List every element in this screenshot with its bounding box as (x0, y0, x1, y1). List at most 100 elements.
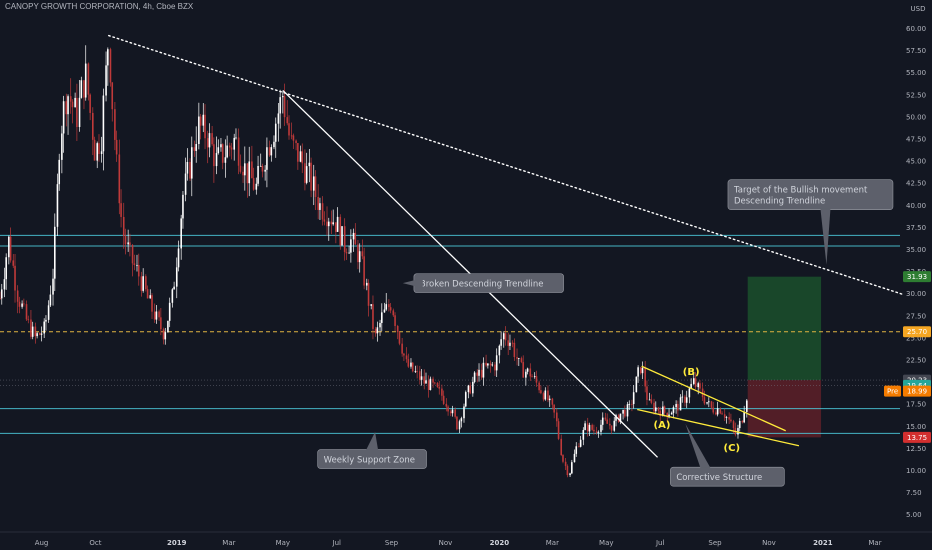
candle-body (5, 257, 7, 280)
candle-body (429, 378, 432, 390)
candle-body (703, 397, 706, 404)
candle-body (427, 380, 430, 390)
candle-body (383, 309, 386, 313)
candle-body (350, 239, 352, 253)
x-tick-label: Sep (708, 539, 722, 547)
candle-body (504, 333, 507, 341)
candle-body (708, 401, 710, 403)
candle-body (730, 419, 732, 422)
callout-box: Corrective Structure (670, 466, 785, 487)
candle-body (335, 222, 337, 232)
candle-body (407, 359, 410, 367)
candle-body (221, 144, 224, 163)
candle-body (122, 216, 125, 236)
price-tag-label: 18.99 (907, 388, 927, 396)
candle-body (343, 226, 346, 252)
candle-body (557, 421, 560, 439)
candle-body (684, 396, 686, 403)
candle-body (327, 221, 330, 227)
candle-body (672, 407, 675, 413)
candle-body (160, 317, 162, 330)
candle-body (469, 385, 471, 394)
candle-body (215, 153, 218, 167)
candle-body (363, 256, 365, 286)
candle-body (425, 380, 427, 384)
candle-body (685, 397, 688, 403)
candle-body (339, 216, 342, 246)
candle-body (716, 408, 719, 415)
y-tick-label: 12.50 (906, 445, 926, 453)
candle-body (411, 362, 414, 372)
dotted-descending-trendline (108, 34, 929, 304)
candle-body (314, 176, 317, 197)
candle-body (498, 345, 501, 356)
candle-body (199, 116, 202, 126)
candle-body (677, 404, 679, 411)
callout-text: Broken Descending Trendline (420, 280, 544, 290)
pre-market-tag (884, 385, 901, 397)
candle-body (21, 303, 23, 307)
candle-body (489, 363, 492, 366)
candle-body (423, 376, 426, 384)
candle-body (133, 263, 136, 266)
candle-body (367, 282, 370, 306)
candle-body (522, 362, 525, 378)
candle-body (635, 376, 638, 393)
candle-body (463, 406, 465, 419)
candle-body (622, 409, 624, 414)
candle-body (595, 431, 598, 433)
candle-body (312, 176, 315, 191)
candle-body (168, 302, 171, 321)
callout-pointer (820, 208, 831, 265)
candle-body (268, 147, 271, 156)
candle-body (467, 385, 470, 393)
y-tick-label: 47.50 (906, 136, 926, 144)
candle-body (136, 264, 138, 266)
candle-body (646, 386, 648, 400)
candle-body (542, 393, 545, 400)
candle-body (586, 423, 589, 432)
candle-body (562, 455, 564, 462)
candle-body (114, 109, 116, 140)
candle-body (458, 421, 461, 430)
candle-body (741, 420, 744, 423)
candle-body (38, 333, 41, 335)
candle-body (190, 147, 193, 179)
price-tag-label: 25.70 (907, 328, 927, 336)
candle-body (668, 414, 670, 418)
candle-body (743, 411, 745, 423)
candle-body (641, 367, 644, 374)
candle-body (721, 413, 723, 415)
candle-body (0, 298, 1, 299)
callout-pointer (366, 432, 379, 451)
y-tick-label: 45.00 (906, 158, 926, 166)
candle-body (162, 329, 165, 340)
candle-body (480, 369, 483, 378)
candle-body (58, 159, 61, 185)
candle-body (376, 327, 379, 334)
candle-body (52, 278, 54, 295)
candle-body (228, 145, 231, 148)
candle-body (129, 242, 131, 246)
y-tick-label: 50.00 (906, 113, 926, 121)
y-tick-label: 42.50 (906, 180, 926, 188)
candle-body (653, 402, 655, 412)
candle-body (374, 328, 377, 334)
price-tag-background (903, 271, 931, 283)
price-tag-label: 31.93 (907, 273, 927, 281)
candle-body (354, 232, 357, 245)
candle-body (535, 376, 538, 383)
candle-body (419, 371, 421, 380)
candle-body (551, 398, 554, 405)
candle-body (601, 417, 604, 425)
candle-body (40, 333, 43, 335)
candle-body (509, 342, 511, 346)
candle-body (460, 418, 463, 422)
candle-body (358, 251, 361, 263)
candle-body (47, 305, 50, 320)
candle-body (582, 429, 585, 440)
candle-body (137, 264, 140, 277)
candle-body (517, 358, 520, 359)
candle-body (441, 388, 443, 396)
